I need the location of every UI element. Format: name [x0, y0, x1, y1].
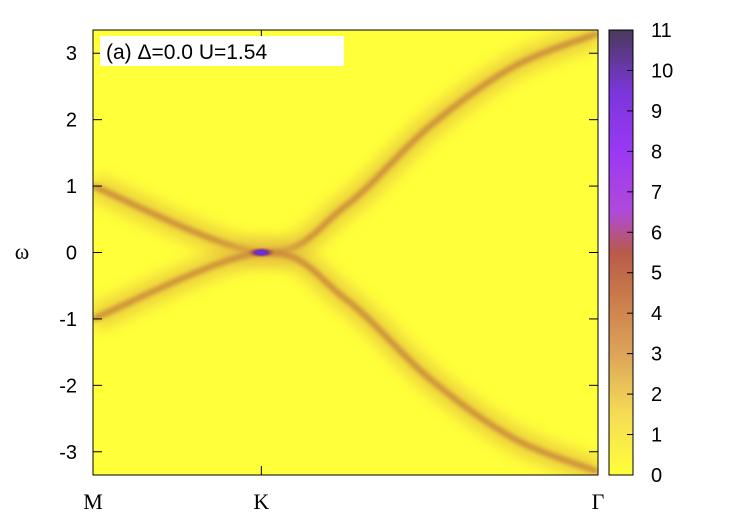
y-tick-label: 0	[66, 243, 77, 265]
heatmap	[93, 30, 598, 475]
x-tick-label: Γ	[592, 489, 605, 514]
y-tick-label: 2	[66, 110, 77, 132]
colorbar-tick-label: 6	[651, 222, 662, 244]
x-tick-label: M	[83, 489, 103, 514]
y-axis-label: ω	[15, 239, 29, 264]
y-axis-ticks: 3 2 1 0 -1 -2 -3	[59, 43, 598, 464]
band-lower	[93, 249, 598, 475]
panel-label-background	[100, 36, 344, 66]
y-tick-label: 3	[66, 43, 77, 65]
colorbar-tick-label: 8	[651, 141, 662, 163]
colorbar-gradient	[608, 29, 634, 476]
y-tick-label: 1	[66, 176, 77, 198]
colorbar-tick-label: 2	[651, 384, 662, 406]
colorbar-tick-label: 5	[651, 263, 662, 285]
colorbar-tick-label: 10	[651, 60, 673, 82]
colorbar-tick-label: 9	[651, 101, 662, 123]
heatmap-background	[93, 30, 598, 475]
panel-label: (a) Δ=0.0 U=1.54	[106, 41, 267, 64]
y-tick-label: -2	[59, 375, 77, 397]
colorbar-tick-label: 11	[651, 20, 672, 42]
y-tick-label: -1	[59, 309, 77, 331]
colorbar-tick-label: 1	[651, 425, 662, 447]
colorbar-tick-label: 3	[651, 344, 662, 366]
spectral-peak-core	[257, 250, 266, 255]
colorbar-tick-label: 0	[651, 465, 662, 487]
colorbar-tick-label: 4	[651, 303, 662, 325]
x-tick-label: K	[253, 489, 269, 514]
band-upper	[93, 30, 598, 256]
colorbar-tick-label: 7	[651, 182, 662, 204]
y-tick-label: -3	[59, 442, 77, 464]
